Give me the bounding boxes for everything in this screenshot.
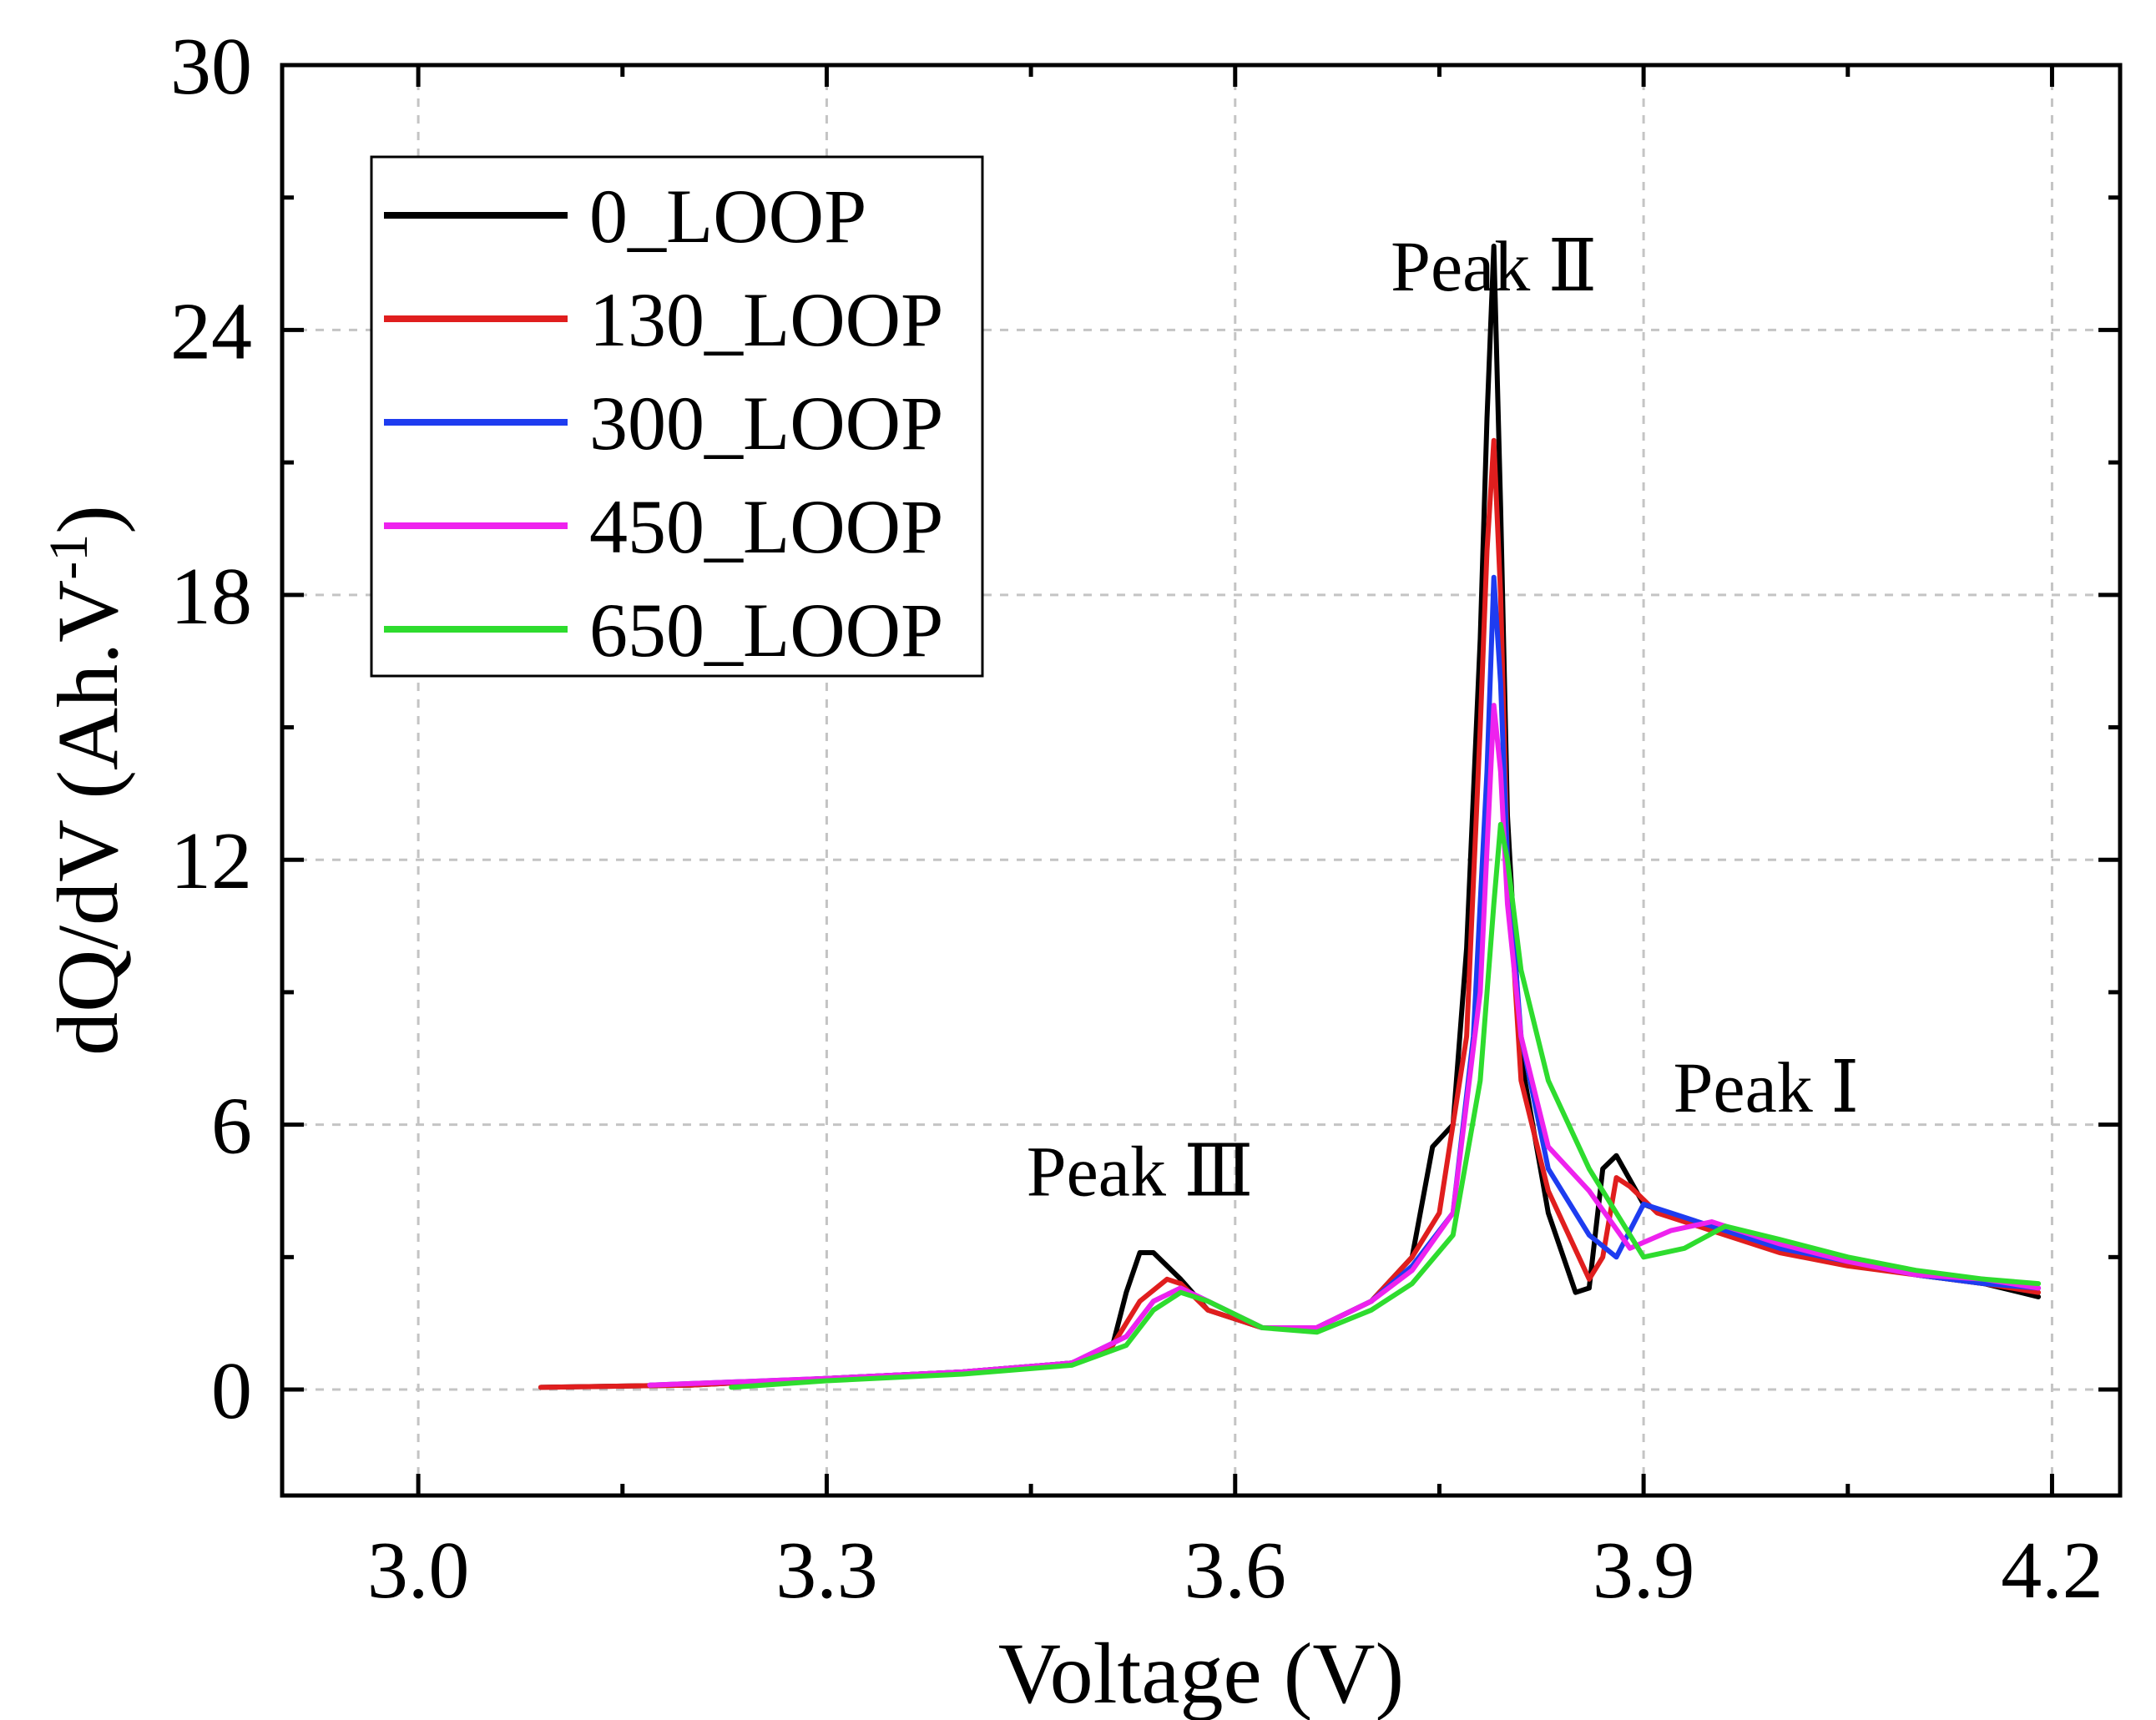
y-tick-label: 18 (170, 552, 252, 642)
legend-label: 450_LOOP (589, 484, 943, 569)
y-tick-label: 24 (170, 286, 252, 376)
series-lines (538, 243, 2042, 1390)
x-axis-title: Voltage (V) (998, 1626, 1404, 1720)
x-tick-label: 4.2 (2001, 1526, 2103, 1616)
tick-labels: 3.0 3.3 3.6 3.9 4.2 0 6 12 18 24 30 (170, 22, 2103, 1616)
series-line-650-loop (729, 821, 2042, 1390)
y-tick-label: 0 (211, 1346, 252, 1436)
y-tick-label: 30 (170, 22, 252, 112)
y-axis-title-superscript: -1 (38, 534, 99, 580)
legend-items: 0_LOOP 130_LOOP 300_LOOP 450_LOOP 650_LOOP (384, 174, 943, 673)
y-tick-label: 12 (170, 816, 252, 906)
peak-label: Peak Ⅰ (1674, 1047, 1860, 1127)
legend-label: 130_LOOP (589, 277, 943, 362)
legend: 0_LOOP 130_LOOP 300_LOOP 450_LOOP 650_LOOP (370, 155, 984, 678)
x-tick-label: 3.9 (1593, 1526, 1695, 1616)
y-axis-title: dQ/dV (Ah.V-1) (38, 505, 136, 1056)
peak-label: Peak Ⅲ (1027, 1131, 1254, 1211)
peak-annotations: Peak Ⅱ Peak Ⅰ Peak Ⅲ (1027, 226, 1859, 1211)
legend-label: 0_LOOP (589, 174, 866, 259)
legend-label: 300_LOOP (589, 381, 943, 466)
plot-frame (280, 63, 2123, 1498)
y-axis-title-main: dQ/dV (Ah.V (40, 580, 136, 1056)
legend-label: 650_LOOP (589, 588, 943, 673)
peak-label: Peak Ⅱ (1391, 226, 1597, 306)
x-tick-label: 3.0 (367, 1526, 470, 1616)
y-axis-title-suffix: ) (40, 505, 136, 534)
y-tick-label: 6 (211, 1082, 252, 1172)
series-line-130-loop (538, 437, 2042, 1390)
x-tick-label: 3.3 (775, 1526, 878, 1616)
legend-box (370, 155, 984, 678)
x-tick-label: 3.6 (1184, 1526, 1287, 1616)
axis-ticks (282, 63, 2120, 1496)
